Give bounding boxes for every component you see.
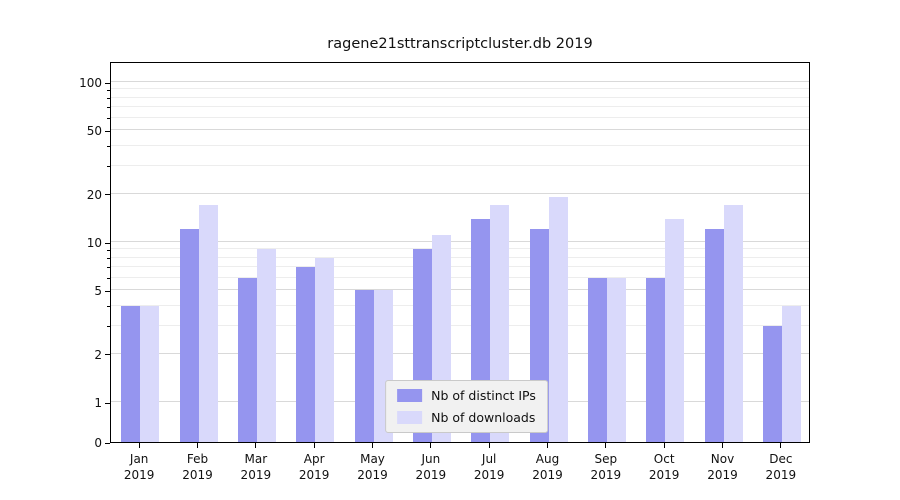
ytick-minor-40 xyxy=(107,146,110,148)
minor-gridline-60 xyxy=(111,116,809,118)
minor-gridline-70 xyxy=(111,105,809,107)
xtick-label-jan: Jan 2019 xyxy=(123,452,155,482)
ytick-100 xyxy=(105,82,110,84)
plot-area: Nb of distinct IPs Nb of downloads xyxy=(110,62,810,443)
minor-gridline-8 xyxy=(111,256,809,258)
ytick-minor-3 xyxy=(107,326,110,328)
xtick-aug xyxy=(547,443,548,448)
xtick-feb xyxy=(197,443,198,448)
ytick-50 xyxy=(105,130,110,132)
ytick-label-20: 20 xyxy=(86,187,102,202)
legend-swatch-distinct-ips xyxy=(397,389,423,402)
minor-gridline-30 xyxy=(111,164,809,166)
bar-nb-of-distinct-ips-sep xyxy=(587,277,607,442)
bar-nb-of-distinct-ips-mar xyxy=(237,277,257,442)
ytick-label-5: 5 xyxy=(94,284,102,299)
ytick-minor-4 xyxy=(107,306,110,308)
xtick-label-nov: Nov 2019 xyxy=(707,452,738,482)
xtick-label-jun: Jun 2019 xyxy=(415,452,447,482)
gridline-5 xyxy=(111,289,809,291)
bar-nb-of-downloads-oct xyxy=(665,218,685,442)
xtick-jan xyxy=(138,443,140,448)
xtick-nov xyxy=(722,443,723,448)
xtick-oct xyxy=(663,443,665,448)
ytick-label-0: 0 xyxy=(94,436,102,450)
xtick-label-apr: Apr 2019 xyxy=(298,452,330,482)
gridline-2 xyxy=(111,352,809,354)
xtick-mar xyxy=(255,443,257,448)
bar-nb-of-downloads-jan xyxy=(140,305,160,442)
bar-nb-of-distinct-ips-apr xyxy=(296,266,316,442)
xtick-label-feb: Feb 2019 xyxy=(182,452,213,482)
ytick-minor-6 xyxy=(107,277,110,279)
xtick-dec xyxy=(780,443,782,448)
bar-nb-of-distinct-ips-dec xyxy=(762,325,782,442)
minor-gridline-9 xyxy=(111,248,809,250)
ytick-10 xyxy=(105,242,110,244)
bar-nb-of-distinct-ips-nov xyxy=(704,229,724,442)
bar-nb-of-downloads-apr xyxy=(315,257,335,442)
gridline-50 xyxy=(111,129,809,131)
xtick-may xyxy=(372,443,373,448)
bar-nb-of-distinct-ips-feb xyxy=(179,229,199,442)
minor-gridline-4 xyxy=(111,304,809,306)
xtick-jun xyxy=(430,443,432,448)
legend-label-distinct-ips: Nb of distinct IPs xyxy=(431,388,536,403)
ytick-2 xyxy=(105,354,110,356)
xtick-apr xyxy=(313,443,315,448)
ytick-20 xyxy=(105,194,110,196)
xtick-label-jul: Jul 2019 xyxy=(473,452,505,482)
bar-nb-of-downloads-feb xyxy=(198,205,218,442)
xtick-sep xyxy=(605,443,607,448)
gridline-20 xyxy=(111,192,809,194)
legend: Nb of distinct IPs Nb of downloads xyxy=(385,380,548,433)
xtick-jul xyxy=(488,443,490,448)
gridline-100 xyxy=(111,81,809,82)
ytick-minor-60 xyxy=(107,117,110,119)
bar-nb-of-downloads-mar xyxy=(256,249,276,442)
bar-nb-of-downloads-aug xyxy=(548,197,568,442)
xtick-label-sep: Sep 2019 xyxy=(590,452,622,482)
xtick-label-may: May 2019 xyxy=(357,452,388,482)
ytick-minor-30 xyxy=(107,166,110,168)
chart-title: ragene21sttranscriptcluster.db 2019 xyxy=(327,36,593,52)
ytick-label-1: 1 xyxy=(94,396,102,410)
legend-item-downloads: Nb of downloads xyxy=(397,410,536,425)
minor-gridline-7 xyxy=(111,265,809,267)
ytick-0 xyxy=(105,442,110,444)
minor-gridline-40 xyxy=(111,144,809,146)
legend-label-downloads: Nb of downloads xyxy=(431,410,536,425)
ytick-label-50: 50 xyxy=(86,124,102,139)
xtick-label-oct: Oct 2019 xyxy=(648,452,680,482)
ytick-5 xyxy=(105,290,110,292)
ytick-minor-7 xyxy=(107,267,110,269)
minor-gridline-3 xyxy=(111,324,809,326)
legend-swatch-downloads xyxy=(397,411,423,424)
ytick-minor-9 xyxy=(107,249,110,251)
xtick-label-mar: Mar 2019 xyxy=(240,452,272,482)
ytick-label-10: 10 xyxy=(86,236,102,250)
bar-nb-of-downloads-dec xyxy=(781,305,801,442)
xtick-label-dec: Dec 2019 xyxy=(765,452,797,482)
bar-nb-of-distinct-ips-may xyxy=(354,290,374,442)
bar-nb-of-distinct-ips-jan xyxy=(121,305,141,442)
ytick-minor-90 xyxy=(107,89,110,91)
bar-nb-of-downloads-sep xyxy=(606,277,626,442)
ytick-minor-80 xyxy=(107,98,110,99)
ytick-1 xyxy=(105,402,110,404)
minor-gridline-90 xyxy=(111,88,809,90)
bar-nb-of-distinct-ips-oct xyxy=(646,277,666,442)
bar-nb-of-downloads-nov xyxy=(723,205,743,442)
ytick-minor-70 xyxy=(107,107,110,109)
ytick-label-2: 2 xyxy=(94,347,102,362)
xtick-label-aug: Aug 2019 xyxy=(532,452,563,482)
ytick-minor-8 xyxy=(107,258,110,259)
ytick-label-100: 100 xyxy=(79,76,102,90)
minor-gridline-80 xyxy=(111,96,809,98)
legend-item-distinct-ips: Nb of distinct IPs xyxy=(397,388,536,403)
minor-gridline-6 xyxy=(111,276,809,278)
gridline-10 xyxy=(111,241,809,242)
